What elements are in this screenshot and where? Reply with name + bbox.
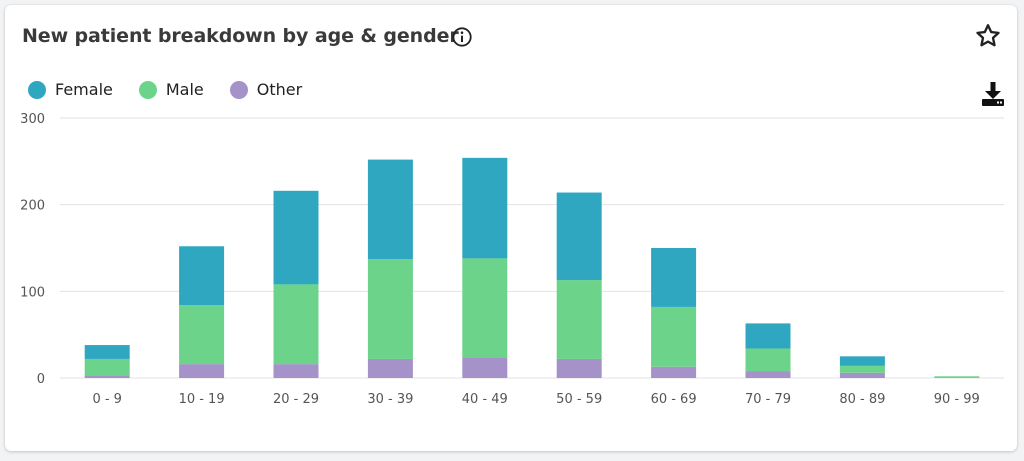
bar-male[interactable] xyxy=(839,365,885,373)
legend-label-female: Female xyxy=(55,80,113,99)
legend-swatch-female xyxy=(28,80,46,99)
bar-female[interactable] xyxy=(651,248,697,307)
bar-female[interactable] xyxy=(745,323,791,349)
legend-swatch-male xyxy=(138,80,157,99)
bar-other[interactable] xyxy=(745,371,791,378)
stacked-bar-chart: 0 100 200 300 0 - 9 10 - 19 20 - 29 30 - 39 40 -… xyxy=(20,112,1004,407)
x-tick-label: 60 - 69 xyxy=(651,392,697,407)
legend-item-female[interactable]: Female xyxy=(28,80,113,99)
x-tick-label: 30 - 39 xyxy=(367,392,413,407)
x-tick-label: 10 - 19 xyxy=(179,392,225,407)
legend-swatch-other xyxy=(229,80,248,99)
x-tick-label: 0 - 9 xyxy=(92,392,122,407)
bar-male[interactable] xyxy=(556,280,602,359)
bar-other[interactable] xyxy=(84,375,130,378)
legend-item-other[interactable]: Other xyxy=(229,80,303,99)
star-icon[interactable] xyxy=(974,22,1002,50)
bar-other[interactable] xyxy=(839,372,885,378)
bar-female[interactable] xyxy=(462,157,508,259)
legend-item-male[interactable]: Male xyxy=(138,80,204,99)
bar-female[interactable] xyxy=(84,345,130,359)
download-icon[interactable] xyxy=(980,80,1006,108)
bar-male[interactable] xyxy=(179,305,225,365)
bar-other[interactable] xyxy=(556,358,602,378)
bar-female[interactable] xyxy=(367,159,413,260)
legend-label-other: Other xyxy=(256,80,303,99)
bar-other[interactable] xyxy=(179,364,225,378)
bar-other[interactable] xyxy=(462,357,508,378)
x-tick-label: 70 - 79 xyxy=(745,392,791,407)
legend-label-male: Male xyxy=(165,80,204,99)
y-tick-label: 0 xyxy=(37,372,45,387)
bar-other[interactable] xyxy=(651,366,697,378)
bar-other[interactable] xyxy=(367,358,413,378)
bar-male[interactable] xyxy=(84,358,130,376)
bar-female[interactable] xyxy=(839,356,885,366)
bar-other[interactable] xyxy=(273,364,319,378)
x-tick-label: 50 - 59 xyxy=(556,392,602,407)
x-tick-label: 40 - 49 xyxy=(462,392,508,407)
bar-male[interactable] xyxy=(651,306,697,367)
card-title: New patient breakdown by age & gender xyxy=(22,25,459,47)
bar-male[interactable] xyxy=(273,284,319,365)
x-tick-label: 80 - 89 xyxy=(839,392,885,407)
bar-female[interactable] xyxy=(179,246,225,306)
bar-male[interactable] xyxy=(462,258,508,358)
bar-male[interactable] xyxy=(934,376,980,378)
chart-legend: Female Male Other xyxy=(28,80,302,99)
x-tick-label: 90 - 99 xyxy=(934,392,980,407)
info-icon[interactable] xyxy=(451,26,473,48)
bar-male[interactable] xyxy=(745,348,791,372)
bar-female[interactable] xyxy=(273,190,319,285)
y-tick-label: 300 xyxy=(20,112,45,127)
bar-male[interactable] xyxy=(367,259,413,359)
bar-female[interactable] xyxy=(556,192,602,281)
y-tick-label: 200 xyxy=(20,199,45,214)
chart-card: New patient breakdown by age & gender Fe… xyxy=(5,5,1017,451)
y-tick-label: 100 xyxy=(20,285,45,300)
x-tick-label: 20 - 29 xyxy=(273,392,319,407)
